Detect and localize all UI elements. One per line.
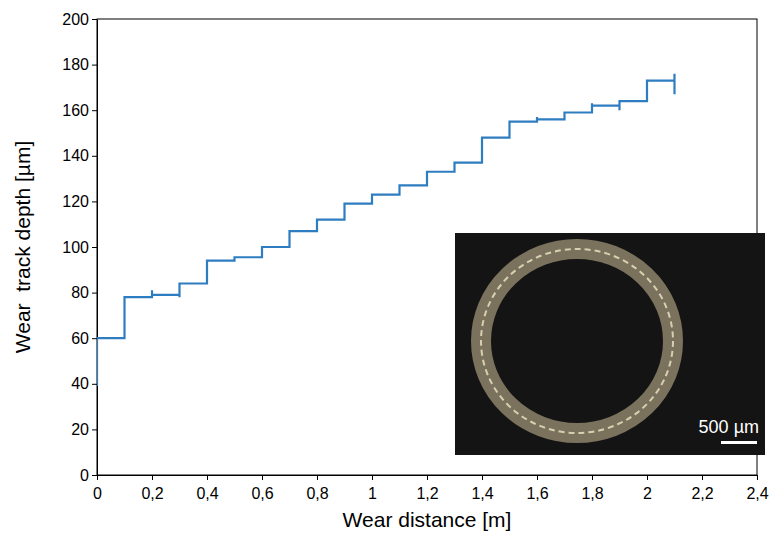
tick-label: 20 — [71, 421, 89, 438]
tick: 40 — [71, 375, 97, 392]
tick-label: 1,2 — [416, 485, 438, 502]
tick-label: 160 — [62, 102, 89, 119]
tick: 180 — [62, 56, 97, 73]
tick-mark — [92, 156, 97, 157]
tick-label: 40 — [71, 375, 89, 392]
tick-label: 100 — [62, 239, 89, 256]
tick-label: 1,6 — [526, 485, 548, 502]
plot-area: 0 0,2 0,4 0,6 0,8 1 1,2 1,4 1,6 1,8 2 2,2 2,4 0 20 40 60… — [62, 11, 768, 502]
tick-label: 0,8 — [306, 485, 328, 502]
series-group — [97, 74, 675, 386]
tick: 200 — [62, 11, 97, 28]
tick-mark — [317, 475, 318, 480]
tick-mark — [702, 475, 703, 480]
tick: 160 — [62, 102, 97, 119]
tick-label: 180 — [62, 56, 89, 73]
y-axis: 0 20 40 60 80 100 120 140 160 180 200 — [62, 11, 97, 484]
tick: 0 — [93, 475, 102, 502]
tick-mark — [537, 475, 538, 480]
chart: 0 0,2 0,4 0,6 0,8 1 1,2 1,4 1,6 1,8 2 2,2 2,4 0 20 40 60… — [0, 0, 777, 541]
tick-mark — [97, 475, 98, 480]
tick: 80 — [71, 284, 97, 301]
tick: 2,2 — [691, 475, 713, 502]
tick: 120 — [62, 193, 97, 210]
x-axis: 0 0,2 0,4 0,6 0,8 1 1,2 1,4 1,6 1,8 2 2,2 2,4 — [93, 475, 769, 502]
tick-mark — [92, 475, 97, 476]
tick-label: 0,6 — [251, 485, 273, 502]
y-axis-title: Wear track depth [µm] — [11, 141, 34, 353]
tick-label: 2 — [643, 485, 652, 502]
tick: 0 — [80, 467, 97, 484]
tick: 2 — [643, 475, 652, 502]
tick-mark — [647, 475, 648, 480]
inset-image — [455, 233, 765, 455]
scale-bar — [721, 441, 757, 444]
tick-label: 1,8 — [581, 485, 603, 502]
tick-label: 140 — [62, 147, 89, 164]
tick: 60 — [71, 330, 97, 347]
tick-mark — [152, 475, 153, 480]
tick-mark — [92, 201, 97, 202]
tick-mark — [207, 475, 208, 480]
tick-label: 80 — [71, 284, 89, 301]
tick-mark — [427, 475, 428, 480]
tick-label: 0 — [93, 485, 102, 502]
tick-label: 200 — [62, 11, 89, 28]
tick-mark — [92, 110, 97, 111]
tick-label: 2,2 — [691, 485, 713, 502]
wear-ring-edge — [481, 249, 673, 433]
tick: 0,4 — [196, 475, 218, 502]
tick-mark — [92, 338, 97, 339]
tick-mark — [757, 475, 758, 480]
tick-mark — [92, 65, 97, 66]
tick-mark — [92, 429, 97, 430]
data-line — [97, 74, 675, 386]
tick: 20 — [71, 421, 97, 438]
tick-label: 0,2 — [141, 485, 163, 502]
tick: 1,2 — [416, 475, 438, 502]
tick-mark — [92, 384, 97, 385]
tick-mark — [92, 19, 97, 20]
tick-label: 0,4 — [196, 485, 218, 502]
tick: 1 — [368, 475, 377, 502]
x-axis-title: Wear distance [m] — [343, 508, 512, 531]
tick: 0,8 — [306, 475, 328, 502]
tick: 2,4 — [746, 475, 768, 502]
tick: 100 — [62, 239, 97, 256]
tick: 1,4 — [471, 475, 493, 502]
tick: 1,8 — [581, 475, 603, 502]
tick: 1,6 — [526, 475, 548, 502]
tick-mark — [262, 475, 263, 480]
inset-background — [455, 233, 765, 455]
tick-label: 60 — [71, 330, 89, 347]
tick-label: 1,4 — [471, 485, 493, 502]
tick-label: 1 — [368, 485, 377, 502]
tick: 0,2 — [141, 475, 163, 502]
tick-label: 120 — [62, 193, 89, 210]
tick: 0,6 — [251, 475, 273, 502]
tick-label: 2,4 — [746, 485, 768, 502]
wear-ring — [481, 249, 673, 433]
tick-mark — [482, 475, 483, 480]
tick: 140 — [62, 147, 97, 164]
tick-mark — [592, 475, 593, 480]
tick-mark — [92, 247, 97, 248]
tick-mark — [92, 293, 97, 294]
annotation: 500 µm — [699, 417, 759, 437]
tick-mark — [372, 475, 373, 480]
tick-label: 0 — [80, 467, 89, 484]
